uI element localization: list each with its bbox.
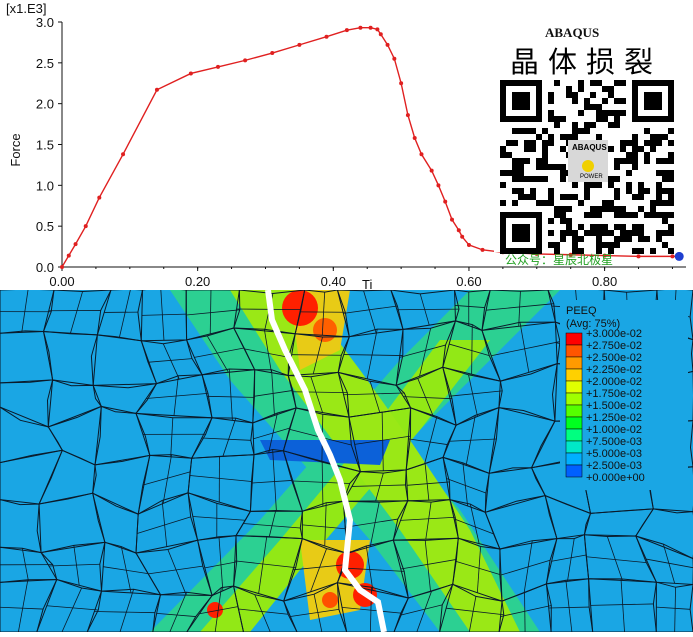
legend-color-swatch xyxy=(566,381,582,393)
legend-color-swatch xyxy=(566,333,582,345)
y-tick-label: 1.0 xyxy=(36,178,54,193)
legend-color-swatch xyxy=(566,345,582,357)
end-marker-point xyxy=(675,252,684,261)
data-point xyxy=(457,228,461,232)
legend-rows: +3.000e-02+2.750e-02+2.500e-02+2.250e-02… xyxy=(566,328,645,484)
legend-value-label: +7.500e-03 xyxy=(586,436,642,448)
data-point xyxy=(155,88,159,92)
data-point xyxy=(419,152,423,156)
data-point xyxy=(60,265,64,269)
x-tick-label: 0.00 xyxy=(49,274,74,289)
data-point xyxy=(379,32,383,36)
x-tick-label: 0.60 xyxy=(456,274,481,289)
legend-color-swatch xyxy=(566,441,582,453)
grain-boundary xyxy=(525,593,526,632)
y-tick-label: 1.5 xyxy=(36,138,54,153)
contour-legend: PEEQ (Avg: 75%) +3.000e-02+2.750e-02+2.5… xyxy=(560,300,688,490)
watermark-title: 晶体损裂 xyxy=(510,46,662,79)
y-tick-label: 2.5 xyxy=(36,56,54,71)
data-point xyxy=(670,254,674,258)
data-point xyxy=(121,152,125,156)
legend-color-swatch xyxy=(566,369,582,381)
data-point xyxy=(413,136,417,140)
qr-logo-star-icon xyxy=(582,160,594,172)
watermark: ABAQUS 晶体损裂 ABAQUS POWER 公众号：星辰北极星 xyxy=(494,22,684,267)
legend-value-label: +3.000e-02 xyxy=(586,328,642,340)
peeq-contour-plot: PEEQ (Avg: 75%) +3.000e-02+2.750e-02+2.5… xyxy=(0,290,693,632)
data-point xyxy=(467,243,471,247)
data-point xyxy=(392,57,396,61)
legend-color-swatch xyxy=(566,357,582,369)
legend-value-label: +2.750e-02 xyxy=(586,340,642,352)
data-point xyxy=(74,242,78,246)
contour-svg: PEEQ (Avg: 75%) +3.000e-02+2.750e-02+2.5… xyxy=(0,290,693,632)
legend-color-swatch xyxy=(566,405,582,417)
legend-value-label: +2.000e-02 xyxy=(586,376,642,388)
legend-value-label: +1.500e-02 xyxy=(586,400,642,412)
data-point xyxy=(436,183,440,187)
legend-color-swatch xyxy=(566,429,582,441)
data-point xyxy=(216,65,220,69)
data-point xyxy=(67,254,71,258)
data-point xyxy=(189,71,193,75)
legend-color-swatch xyxy=(566,465,582,477)
data-point xyxy=(243,58,247,62)
data-point xyxy=(84,224,88,228)
data-point xyxy=(358,26,362,30)
data-point xyxy=(386,43,390,47)
data-point xyxy=(406,113,410,117)
legend-value-label: +5.000e-03 xyxy=(586,448,642,460)
data-point xyxy=(460,235,464,239)
data-point xyxy=(481,248,485,252)
data-point xyxy=(637,254,641,258)
watermark-brand: ABAQUS xyxy=(545,25,599,40)
x-tick-label: 0.20 xyxy=(185,274,210,289)
legend-color-swatch xyxy=(566,393,582,405)
legend-value-label: +0.000e+00 xyxy=(586,472,645,484)
force-time-chart: [x1.E3] Force Ti 0.0 0.5 1.0 1.5 2.0 2.5 3.0 0.… xyxy=(0,0,693,290)
data-point xyxy=(325,35,329,39)
data-point xyxy=(399,81,403,85)
data-point xyxy=(345,28,349,32)
legend-value-label: +1.250e-02 xyxy=(586,412,642,424)
x-axis-label: Ti xyxy=(362,277,372,290)
legend-value-label: +1.000e-02 xyxy=(586,424,642,436)
legend-color-swatch xyxy=(566,453,582,465)
qr-logo-text: ABAQUS xyxy=(572,143,607,152)
data-point xyxy=(297,43,301,47)
data-point xyxy=(430,169,434,173)
y-axis-label: Force xyxy=(8,133,23,166)
data-point xyxy=(375,27,379,31)
y-tick-label: 2.0 xyxy=(36,97,54,112)
qr-logo-sub: POWER xyxy=(580,174,603,180)
legend-color-swatch xyxy=(566,417,582,429)
chart-svg: [x1.E3] Force Ti 0.0 0.5 1.0 1.5 2.0 2.5 3.0 0.… xyxy=(0,0,693,290)
y-tick-label: 0.0 xyxy=(36,260,54,275)
data-point xyxy=(450,218,454,222)
legend-value-label: +2.500e-03 xyxy=(586,460,642,472)
y-tick-label: 0.5 xyxy=(36,219,54,234)
data-point xyxy=(443,200,447,204)
data-point xyxy=(97,196,101,200)
legend-title: PEEQ xyxy=(566,305,597,317)
legend-value-label: +2.500e-02 xyxy=(586,352,642,364)
y-tick-label: 3.0 xyxy=(36,15,54,30)
legend-value-label: +1.750e-02 xyxy=(586,388,642,400)
x-tick-label: 0.80 xyxy=(592,274,617,289)
scale-label: [x1.E3] xyxy=(6,1,46,16)
data-point xyxy=(270,51,274,55)
data-point xyxy=(369,26,373,30)
x-tick-label: 0.40 xyxy=(321,274,346,289)
legend-value-label: +2.250e-02 xyxy=(586,364,642,376)
account-label: 公众号：星辰北极星 xyxy=(505,253,613,267)
